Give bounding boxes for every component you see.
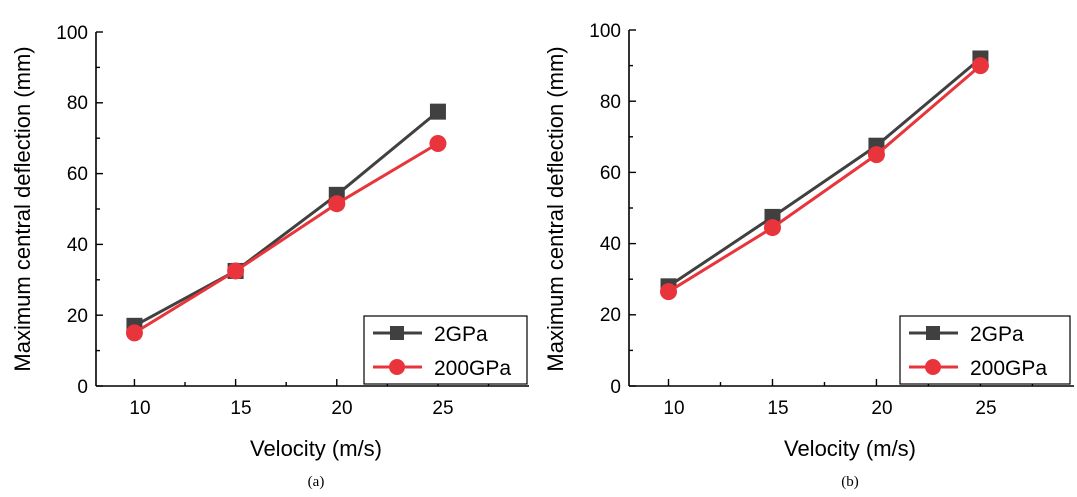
series-line-a-200gpa	[133, 142, 439, 335]
data-point-a-200gpa-20	[328, 195, 346, 213]
x-tick-label-b-2: 20	[871, 398, 892, 419]
y-tick-label-b-4: 80	[600, 92, 621, 113]
data-point-a-200gpa-10	[125, 324, 143, 342]
series-line-b-200gpa	[667, 64, 982, 293]
legend-marker-a-2gpa	[390, 326, 404, 340]
legend-b: 2GPa 200GPa	[899, 315, 1071, 385]
y-axis-title-b: Maximum central deflection (mm)	[543, 46, 568, 371]
data-point-a-200gpa-15	[227, 262, 245, 280]
data-point-b-200gpa-20	[867, 146, 885, 164]
legend-a: 2GPa 200GPa	[363, 315, 528, 385]
data-point-b-200gpa-25	[971, 57, 989, 75]
legend-label-a-2gpa: 2GPa	[434, 323, 488, 346]
x-axis-title-b: Velocity (m/s)	[784, 436, 916, 461]
y-tick-label-a-5: 100	[56, 23, 88, 44]
panel-caption-a: (a)	[308, 474, 325, 490]
plot-area-b	[629, 29, 1034, 387]
y-tick-label-a-3: 60	[67, 164, 88, 185]
y-tick-label-a-1: 20	[67, 306, 88, 327]
y-tick-label-b-2: 40	[600, 234, 621, 255]
y-tick-label-b-5: 100	[589, 21, 621, 42]
series-line-b-2gpa	[667, 57, 982, 288]
y-tick-label-a-2: 40	[67, 235, 88, 256]
data-point-b-200gpa-15	[763, 219, 781, 237]
x-tick-label-a-2: 20	[331, 398, 352, 419]
legend-label-a-200gpa: 200GPa	[434, 357, 511, 380]
data-point-a-200gpa-25	[429, 135, 447, 153]
y-axis-title-a: Maximum central deflection (mm)	[10, 46, 35, 371]
chart-panel-a: 0 20 40 60 80 100 10 15 20 25 Velocity (…	[10, 23, 529, 490]
y-tick-label-b-3: 60	[600, 163, 621, 184]
legend-marker-a-200gpa	[389, 359, 405, 375]
legend-marker-b-200gpa	[925, 359, 941, 375]
data-point-b-200gpa-10	[660, 283, 678, 301]
series-line-a-2gpa	[133, 110, 439, 328]
data-point-a-2gpa-25	[429, 103, 446, 120]
legend-marker-b-2gpa	[926, 326, 940, 340]
chart-panel-b: 0 20 40 60 80 100 10 15 20 25 Velocity (…	[543, 21, 1074, 490]
x-tick-label-b-0: 10	[663, 398, 684, 419]
legend-label-b-200gpa: 200GPa	[970, 357, 1047, 380]
y-tick-label-a-0: 0	[77, 377, 88, 398]
x-tick-label-b-1: 15	[767, 398, 788, 419]
legend-label-b-2gpa: 2GPa	[970, 323, 1024, 346]
x-tick-label-a-1: 15	[230, 398, 251, 419]
y-tick-label-b-1: 20	[600, 305, 621, 326]
x-tick-label-b-3: 25	[975, 398, 996, 419]
plot-area-a	[96, 31, 490, 387]
x-axis-title-a: Velocity (m/s)	[250, 436, 382, 461]
x-tick-label-a-0: 10	[129, 398, 150, 419]
panel-caption-b: (b)	[841, 474, 859, 490]
y-tick-label-b-0: 0	[610, 377, 621, 398]
y-tick-label-a-4: 80	[67, 93, 88, 114]
x-tick-label-a-3: 25	[432, 398, 453, 419]
